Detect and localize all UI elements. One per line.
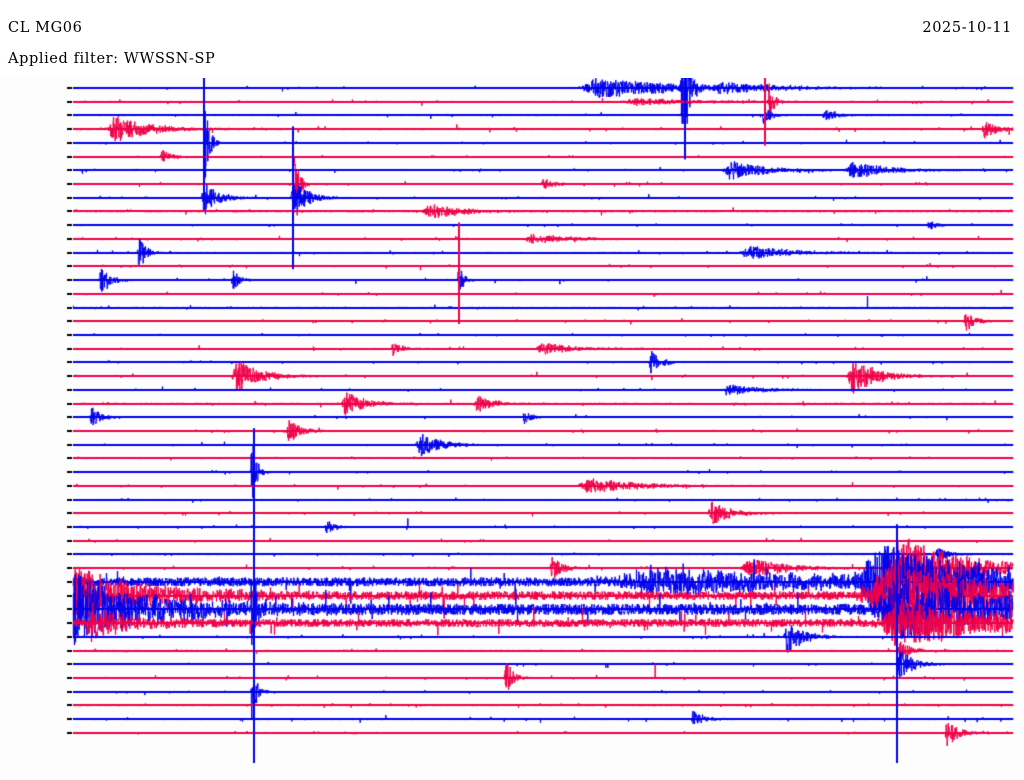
seismogram-plot xyxy=(0,78,1024,778)
applied-filter-label: Applied filter: WWSSN-SP xyxy=(8,51,216,67)
date-label: 2025-10-11 xyxy=(922,20,1012,36)
station-title: CL MG06 xyxy=(8,20,83,36)
waveform-canvas xyxy=(0,78,1024,778)
